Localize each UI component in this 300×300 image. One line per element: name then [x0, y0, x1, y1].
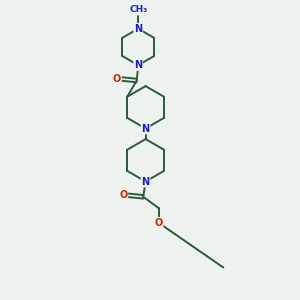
Text: N: N [134, 24, 142, 34]
Text: N: N [142, 176, 150, 187]
Text: O: O [154, 218, 163, 228]
Text: O: O [112, 74, 121, 84]
Text: N: N [134, 60, 142, 70]
Text: O: O [119, 190, 127, 200]
Text: N: N [142, 124, 150, 134]
Text: CH₃: CH₃ [129, 5, 147, 14]
